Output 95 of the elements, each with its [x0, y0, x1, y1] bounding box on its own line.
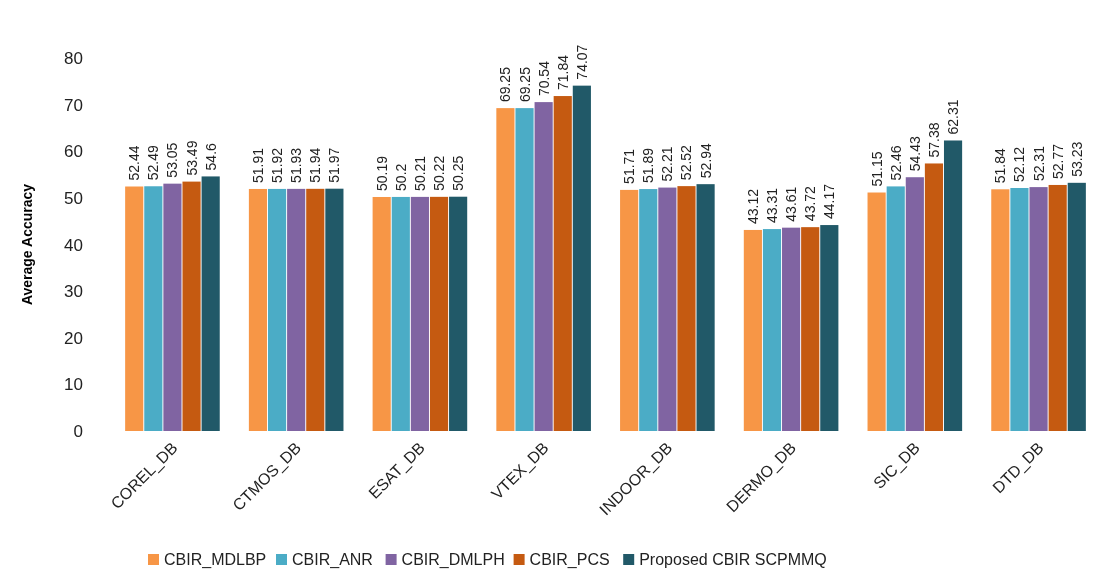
- data-label: 43.61: [783, 186, 800, 222]
- y-axis-title: Average Accuracy: [19, 183, 35, 306]
- bar: [163, 183, 182, 431]
- data-label: 51.93: [288, 147, 305, 183]
- data-label: 50.22: [431, 155, 448, 191]
- data-label: 57.38: [925, 122, 942, 158]
- data-label: 52.52: [678, 144, 695, 181]
- data-label: 51.91: [249, 147, 266, 183]
- bar: [1029, 187, 1048, 431]
- bar: [391, 196, 410, 431]
- data-label: 54.6: [202, 142, 219, 171]
- data-label: 44.17: [821, 183, 838, 220]
- bar: [515, 108, 534, 431]
- data-label: 52.46: [887, 145, 904, 181]
- y-tick-label: 20: [64, 328, 83, 348]
- bar: [410, 196, 429, 431]
- bar: [886, 186, 905, 431]
- bar: [496, 108, 515, 431]
- data-label: 51.97: [326, 147, 343, 183]
- bar: [905, 177, 924, 431]
- bar: [325, 188, 344, 431]
- bar: [743, 229, 762, 431]
- bar: [182, 181, 201, 431]
- bar: [201, 176, 220, 431]
- data-label: 53.05: [164, 142, 181, 178]
- bar: [943, 140, 963, 431]
- legend-label: Proposed CBIR SCPMMQ: [639, 551, 827, 568]
- data-label: 43.72: [802, 185, 819, 222]
- bar: [449, 196, 468, 431]
- y-tick-label: 60: [64, 142, 83, 162]
- bar: [762, 229, 782, 431]
- bar: [287, 188, 306, 431]
- bar: [639, 189, 658, 431]
- data-label: 43.12: [744, 188, 761, 224]
- bar: [248, 188, 268, 431]
- data-label: 51.71: [621, 148, 638, 184]
- data-label: 50.19: [373, 155, 390, 191]
- bar: [534, 102, 553, 431]
- data-label: 52.77: [1049, 143, 1066, 179]
- data-label: 50.21: [411, 155, 428, 191]
- data-label: 52.31: [1030, 145, 1047, 182]
- y-tick-label: 70: [64, 95, 83, 115]
- bar: [620, 189, 639, 431]
- bar: [429, 196, 449, 431]
- y-tick-label: 50: [64, 188, 83, 208]
- data-label: 52.94: [697, 142, 714, 179]
- data-label: 43.31: [763, 187, 780, 224]
- bar: [677, 186, 696, 431]
- bar: [267, 188, 287, 431]
- bar: [572, 85, 591, 431]
- bar: [372, 196, 391, 431]
- legend-label: CBIR_DMLPH: [401, 551, 505, 569]
- bar: [306, 188, 325, 431]
- bar: [991, 189, 1010, 431]
- bar: [820, 225, 839, 431]
- bar: [801, 227, 820, 431]
- data-label: 69.25: [516, 66, 533, 103]
- legend-label: CBIR_PCS: [529, 551, 610, 569]
- bar: [553, 96, 572, 431]
- data-label: 70.54: [535, 60, 552, 97]
- bar: [144, 186, 163, 431]
- data-label: 51.84: [992, 148, 1009, 184]
- bar: [125, 186, 144, 431]
- bar: [1067, 182, 1086, 431]
- data-label: 53.49: [183, 140, 200, 176]
- bar: [782, 227, 801, 431]
- data-label: 52.49: [145, 145, 162, 181]
- data-label: 71.84: [554, 54, 571, 91]
- data-label: 50.25: [450, 155, 467, 191]
- data-label: 54.43: [906, 135, 923, 172]
- y-tick-label: 30: [64, 282, 83, 302]
- data-label: 51.15: [868, 151, 885, 187]
- legend-label: CBIR_MDLBP: [164, 551, 267, 569]
- data-label: 69.25: [497, 66, 514, 103]
- bar: [696, 184, 715, 431]
- data-label: 51.89: [640, 147, 657, 184]
- bar: [658, 187, 677, 431]
- y-tick-label: 0: [73, 422, 83, 441]
- data-label: 51.94: [307, 147, 324, 183]
- bar: [924, 163, 944, 431]
- bar: [867, 192, 886, 431]
- y-tick-label: 10: [64, 375, 83, 395]
- data-label: 74.07: [573, 44, 590, 80]
- y-tick-label: 80: [64, 49, 83, 68]
- legend-label: CBIR_ANR: [292, 551, 373, 569]
- bar: [1048, 184, 1067, 431]
- data-label: 53.23: [1068, 141, 1085, 177]
- data-label: 62.31: [945, 99, 962, 135]
- data-label: 52.12: [1011, 146, 1028, 182]
- bar: [1010, 187, 1029, 431]
- y-tick-label: 40: [64, 235, 83, 255]
- data-label: 52.44: [126, 145, 143, 181]
- data-label: 51.92: [269, 147, 286, 183]
- data-label: 50.2: [392, 163, 409, 191]
- data-label: 52.21: [659, 146, 676, 182]
